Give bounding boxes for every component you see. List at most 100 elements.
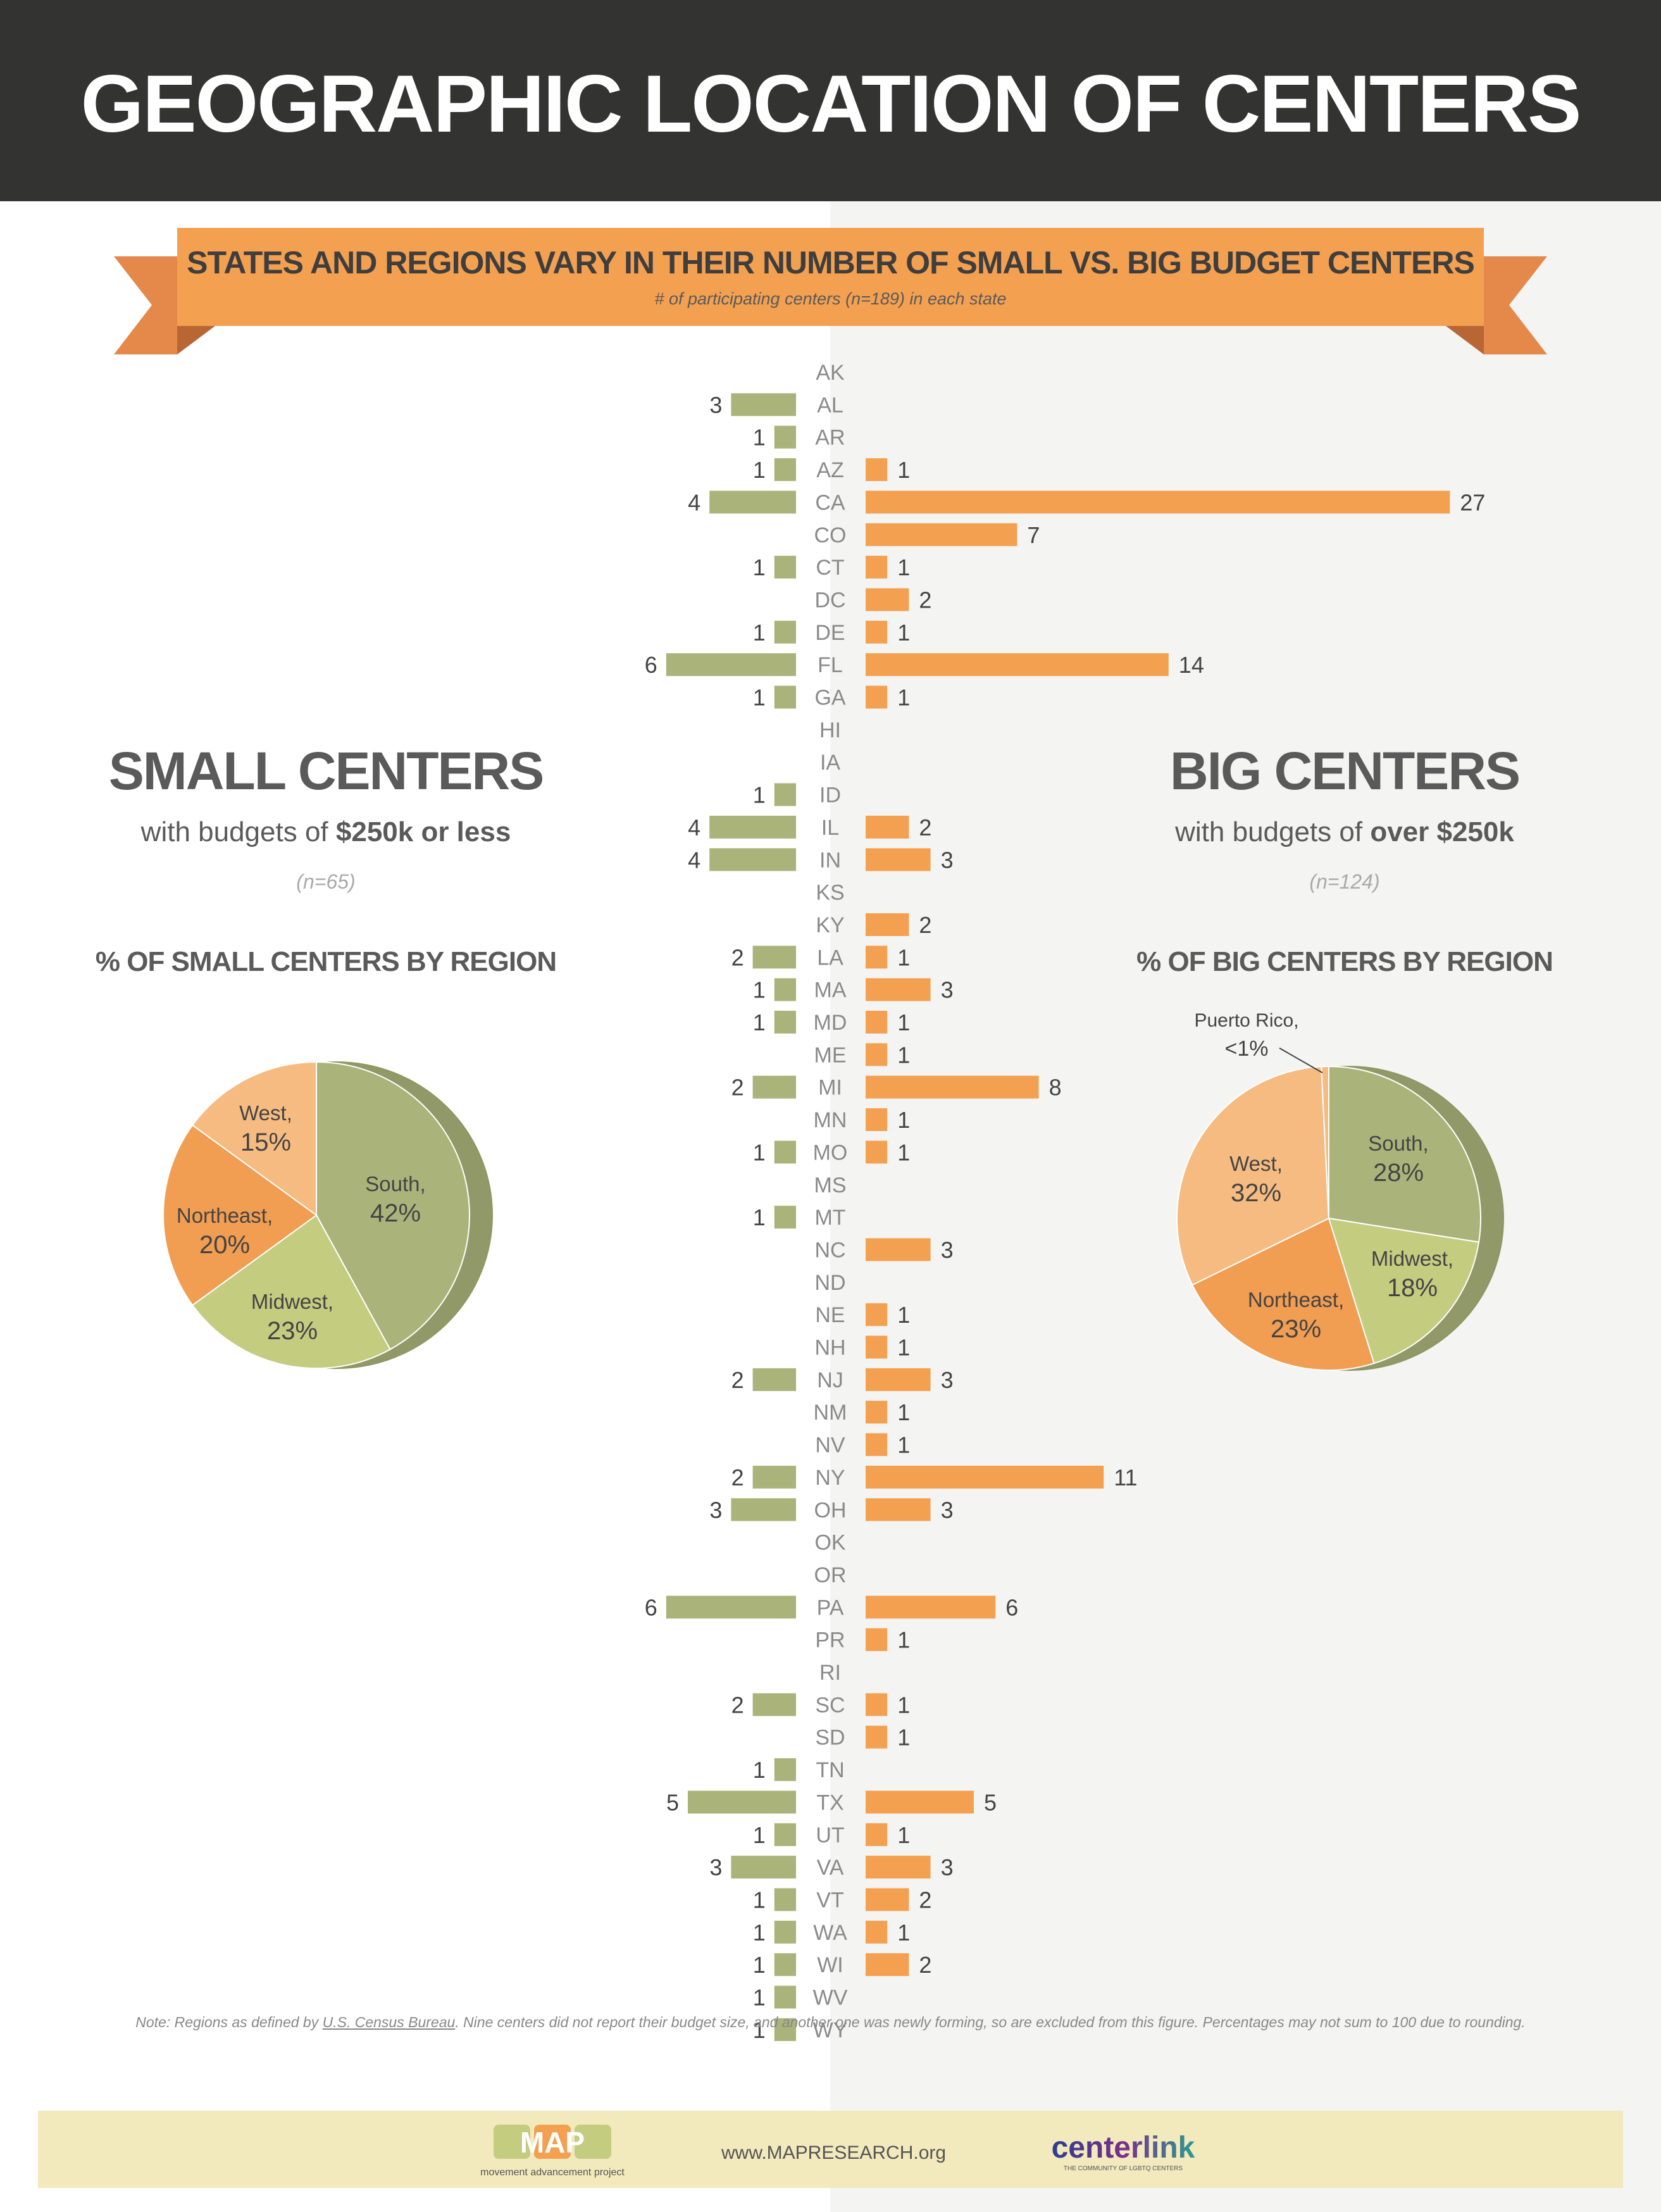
state-label-de: DE [815,621,845,645]
state-label-wi: WI [817,1953,843,1977]
big-bar-me [866,1043,888,1066]
small-bar-la [752,946,796,969]
state-label-vt: VT [816,1888,843,1912]
big-slice-1 [1328,1217,1480,1365]
small-value-va: 3 [709,1854,722,1880]
big-bar-wi [866,1953,909,1977]
big-value-ct: 1 [897,554,910,580]
small-slice-value-2: 20% [199,1231,250,1259]
state-label-in: IN [819,848,841,872]
big-bar-nh [866,1335,888,1359]
big-bar-mn [866,1108,888,1132]
big-value-tx: 5 [984,1789,997,1815]
small-bar-wv [774,1985,796,2009]
big-value-nv: 1 [897,1432,910,1458]
state-label-tx: TX [816,1790,843,1815]
small-slice-label-2: Northeast, [177,1204,273,1227]
small-bar-vt [774,1888,796,1911]
big-value-la: 1 [897,944,910,970]
small-value-id: 1 [753,782,766,808]
big-value-pr: 1 [897,1627,910,1653]
small-value-ny: 2 [731,1465,744,1490]
big-slice-label-2: Northeast, [1248,1288,1344,1311]
footnote: Note: Regions as defined by U.S. Census … [0,2014,1661,2031]
big-value-wi: 2 [919,1952,931,1978]
small-value-az: 1 [753,457,766,483]
big-value-dc: 2 [919,587,931,613]
state-label-mi: MI [818,1076,842,1100]
big-value-co: 7 [1027,522,1040,548]
big-bar-mi [866,1075,1039,1099]
small-value-mi: 2 [731,1075,744,1101]
big-bar-sd [866,1725,888,1749]
small-slice-3 [191,1061,317,1216]
state-label-ky: KY [816,913,844,937]
map-logo-tagline: movement advancement project [481,2167,625,2178]
state-label-nm: NM [814,1401,847,1425]
small-value-ga: 1 [753,685,766,711]
big-value-nh: 1 [897,1335,910,1361]
small-bar-pa [666,1596,796,1619]
big-value-nc: 3 [941,1237,954,1263]
state-label-wv: WV [813,1986,848,2010]
small-value-tx: 5 [666,1789,679,1815]
state-label-ms: MS [814,1173,847,1197]
small-slice-label-0: South, [365,1172,425,1196]
big-bar-la [866,946,888,969]
small-value-nj: 2 [731,1367,744,1393]
state-label-sc: SC [815,1693,845,1717]
state-label-ct: CT [816,556,844,580]
website-link[interactable]: www.MAPRESEARCH.org [721,2142,947,2163]
small-pie-title: % OF SMALL CENTERS BY REGION [95,946,557,977]
big-value-de: 1 [897,620,910,646]
page-title: GEOGRAPHIC LOCATION OF CENTERS [80,59,1582,149]
small-value-al: 3 [709,392,722,418]
big-bar-de [866,620,888,644]
state-label-md: MD [814,1011,847,1035]
small-bar-ny [752,1465,796,1489]
big-bar-ky [866,913,909,936]
big-bar-ct [866,556,888,579]
map-logo-text: MAP [520,2126,585,2159]
centerlink-logo[interactable]: centerlink THE COMMUNITY OF LGBTQ CENTER… [1041,2130,1205,2174]
census-link[interactable]: U.S. Census Bureau [322,2014,456,2030]
big-bar-pa [866,1596,996,1619]
small-bar-mt [774,1206,796,1229]
big-value-il: 2 [919,815,931,840]
small-bar-ma [774,978,796,1001]
big-value-pa: 6 [1005,1594,1018,1620]
state-label-wa: WA [813,1921,847,1945]
small-slice-value-1: 23% [267,1317,318,1345]
big-value-ma: 3 [941,977,954,1003]
big-bar-nj [866,1368,931,1391]
state-label-va: VA [817,1856,844,1880]
big-bar-dc [866,588,909,611]
state-label-nh: NH [814,1336,845,1360]
big-slice-3 [1176,1066,1330,1286]
small-bar-al [731,393,796,416]
ribbon-title: STATES AND REGIONS VARY IN THEIR NUMBER … [187,245,1475,280]
small-bar-wi [774,1953,796,1977]
big-pie-title: % OF BIG CENTERS BY REGION [1136,946,1553,977]
big-slice-4 [1321,1065,1329,1219]
big-value-oh: 3 [941,1497,954,1523]
state-label-ia: IA [820,751,840,775]
ribbon-band [177,228,1484,326]
big-bar-wa [866,1920,888,1944]
small-slice-value-3: 15% [240,1128,291,1156]
big-centers-subtitle: with budgets of over $250k [1088,816,1601,848]
big-bar-ny [866,1465,1104,1489]
small-bar-ut [774,1823,796,1846]
map-logo[interactable]: MAP movement advancement project [481,2123,633,2180]
small-value-ca: 4 [688,489,700,515]
small-slice-value-0: 42% [370,1199,421,1227]
small-value-wi: 1 [753,1952,766,1978]
header-bar [0,0,1661,201]
state-label-or: OR [814,1563,847,1587]
small-value-oh: 3 [709,1497,722,1523]
small-value-in: 4 [688,847,700,873]
state-label-ca: CA [815,491,845,515]
state-label-pa: PA [817,1596,844,1620]
state-label-ny: NY [815,1466,845,1490]
big-value-ga: 1 [897,685,910,711]
